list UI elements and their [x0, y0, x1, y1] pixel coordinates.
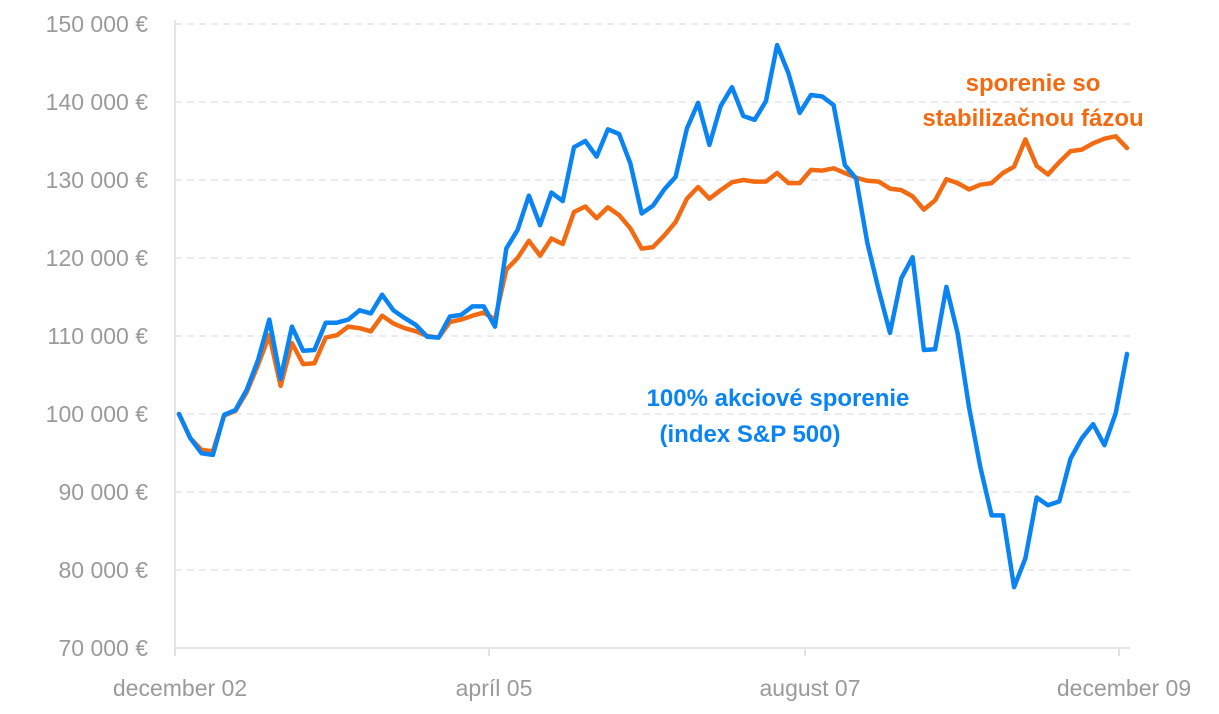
- y-tick-label: 130 000 €: [46, 167, 149, 193]
- y-tick-label: 120 000 €: [46, 245, 149, 271]
- y-tick-label: 90 000 €: [58, 479, 148, 505]
- orange-series-label-line1: sporenie so: [966, 70, 1101, 97]
- series-annotations: sporenie so stabilizačnou fázou 100% akc…: [647, 70, 1144, 448]
- x-axis-ticks: december 02 apríl 05 august 07 december 09: [113, 648, 1191, 701]
- x-tick-label: december 02: [113, 675, 247, 701]
- blue-series-label-line2: (index S&P 500): [660, 421, 841, 448]
- x-tick-label: august 07: [759, 675, 860, 701]
- x-tick-label: december 09: [1057, 675, 1191, 701]
- y-tick-label: 80 000 €: [58, 557, 148, 583]
- axes: [174, 20, 1130, 649]
- x-tick-label: apríl 05: [456, 675, 533, 701]
- y-tick-label: 110 000 €: [47, 323, 148, 349]
- y-axis-ticks: 70 000 € 80 000 € 90 000 € 100 000 € 110 000…: [46, 11, 149, 661]
- orange-series-label-line2: stabilizačnou fázou: [922, 105, 1143, 132]
- blue-series-label-line1: 100% akciové sporenie: [647, 385, 910, 412]
- y-tick-label: 150 000 €: [46, 11, 149, 37]
- y-tick-label: 100 000 €: [46, 401, 149, 427]
- series-lines: [176, 42, 1130, 590]
- y-tick-label: 140 000 €: [46, 89, 149, 115]
- y-tick-label: 70 000 €: [58, 635, 148, 661]
